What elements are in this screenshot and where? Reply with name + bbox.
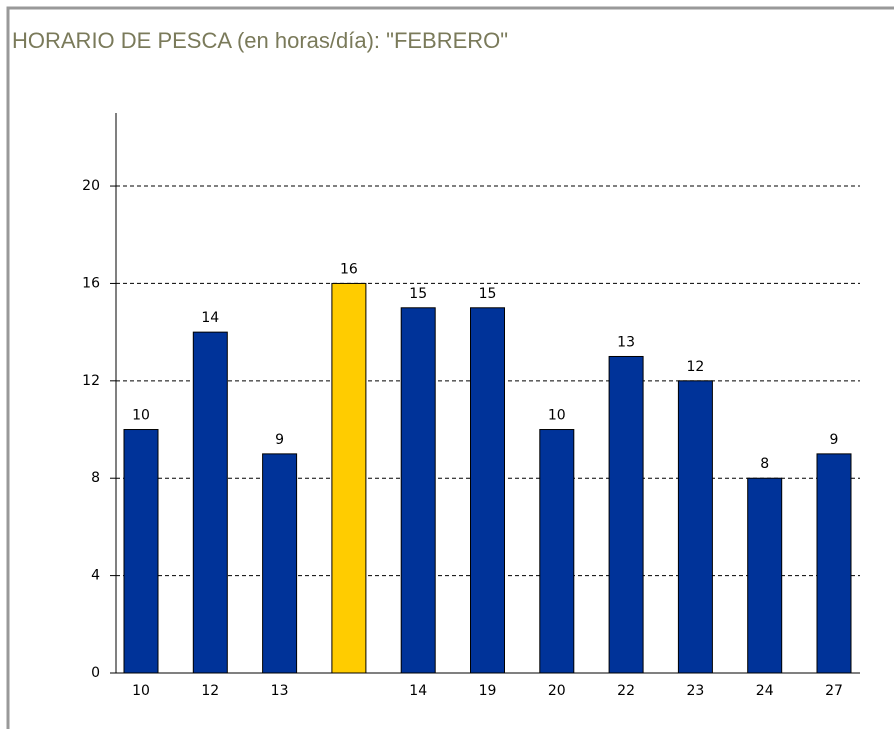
value-label: 15	[479, 286, 497, 302]
y-tick-label: 8	[91, 470, 100, 486]
bar	[470, 307, 505, 674]
bar	[262, 453, 298, 674]
value-label: 10	[548, 408, 566, 424]
x-tick-label: 14	[409, 683, 427, 699]
bar	[677, 380, 713, 674]
x-tick-label: 24	[756, 683, 774, 699]
y-tick-label: 16	[82, 275, 100, 291]
bar	[608, 355, 644, 674]
value-label: 8	[760, 456, 769, 472]
bar	[123, 429, 159, 674]
x-tick-label: 12	[201, 683, 219, 699]
value-label: 16	[340, 261, 358, 277]
x-tick-label: 22	[617, 683, 635, 699]
x-tick-label: 27	[825, 683, 843, 699]
x-tick-label: 19	[479, 683, 497, 699]
y-tick-label: 12	[82, 373, 100, 389]
y-tick-label: 0	[91, 665, 100, 681]
bar	[400, 307, 436, 674]
value-label: 13	[617, 334, 635, 350]
y-tick-label: 4	[91, 568, 100, 584]
value-label: 14	[201, 310, 219, 326]
frame	[6, 6, 894, 729]
value-label: 9	[275, 432, 284, 448]
bar	[331, 282, 367, 674]
bar	[539, 429, 575, 674]
value-label: 12	[686, 359, 704, 375]
chart-title: HORARIO DE PESCA (en horas/día): "FEBRER…	[12, 28, 508, 53]
bar	[816, 453, 852, 674]
x-tick-label: 20	[548, 683, 566, 699]
x-tick-label: 13	[271, 683, 289, 699]
x-tick-label: 23	[686, 683, 704, 699]
value-label: 15	[409, 286, 427, 302]
value-label: 10	[132, 408, 150, 424]
y-tick-label: 20	[82, 178, 100, 194]
bar	[192, 331, 228, 674]
bar	[747, 477, 783, 674]
value-label: 9	[830, 432, 839, 448]
x-tick-label: 10	[132, 683, 150, 699]
